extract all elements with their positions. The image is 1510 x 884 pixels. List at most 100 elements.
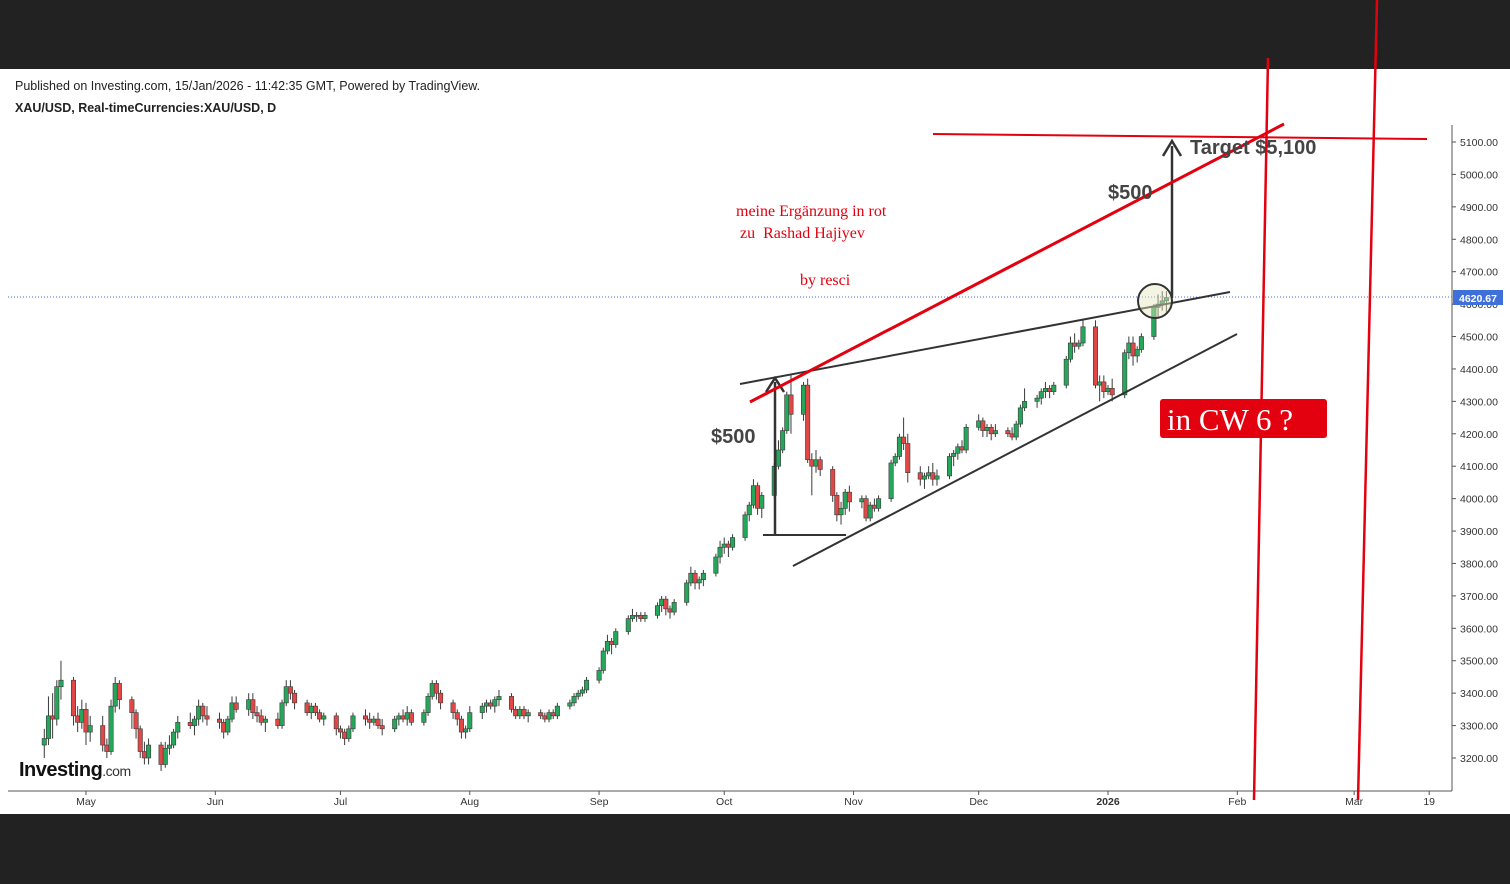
candle-body — [1101, 381, 1107, 392]
price-tick-label: 3700.00 — [1460, 591, 1498, 603]
candle-body — [321, 715, 327, 720]
candle-body — [525, 712, 531, 717]
price-tick-label: 3900.00 — [1460, 526, 1498, 538]
candle-body — [684, 582, 690, 603]
candle-body — [600, 650, 606, 671]
candle-body — [45, 715, 51, 739]
candle-body — [421, 712, 427, 723]
candle-body — [1051, 384, 1057, 392]
candle-body — [992, 430, 998, 435]
candle-body — [1151, 307, 1157, 337]
note-by: by resci — [800, 272, 851, 289]
lower-500-label: $500 — [711, 426, 756, 448]
candle-body — [287, 686, 293, 694]
candle-body — [717, 546, 723, 558]
candle-body — [250, 699, 256, 713]
note-line-1: meine Ergänzung in rot — [736, 203, 887, 220]
candle-body — [625, 618, 631, 632]
candle-body — [404, 712, 410, 720]
candle-body — [1017, 407, 1023, 425]
candle-body — [1126, 342, 1132, 354]
candle-body — [83, 709, 89, 733]
candle-body — [246, 699, 252, 710]
candle-body — [158, 744, 164, 765]
lower-support-line — [792, 333, 1238, 567]
candle-body — [813, 459, 819, 467]
candle-body — [133, 712, 139, 730]
candle-body — [867, 504, 873, 519]
candle-body — [876, 498, 882, 509]
symbol-title: XAU/USD, Real-timeCurrencies:XAU/USD, D — [15, 101, 277, 115]
candle-body — [1134, 349, 1140, 357]
candle-body — [87, 725, 93, 733]
candle-body — [809, 459, 815, 467]
upper-arrow-head — [1161, 138, 1183, 157]
target-label: Target $5,100 — [1190, 137, 1316, 159]
candle-body — [575, 692, 581, 697]
candle-body — [629, 615, 635, 619]
candle-body — [959, 446, 965, 451]
candle-body — [838, 508, 844, 516]
time-tick-label: Dec — [969, 796, 988, 808]
candle-body — [312, 705, 318, 713]
candle-body — [667, 608, 673, 613]
candle-body — [579, 689, 585, 694]
candle-body — [976, 420, 982, 428]
candle-body — [571, 696, 577, 704]
candle-body — [688, 572, 694, 584]
candle-body — [496, 696, 502, 700]
candle-body — [946, 456, 952, 477]
candle-body — [1009, 433, 1015, 438]
time-tick-label: Sep — [590, 796, 609, 808]
candle-body — [346, 728, 352, 739]
candle-body — [805, 384, 811, 461]
candle-body — [450, 702, 456, 713]
candle-body — [830, 469, 836, 496]
candle-body — [1038, 391, 1044, 399]
candle-body — [337, 728, 343, 733]
candle-body — [1109, 388, 1115, 396]
candle-body — [634, 615, 640, 617]
candle-body — [671, 602, 677, 613]
price-tick-label: 4900.00 — [1460, 202, 1498, 214]
candle-body — [54, 686, 60, 720]
candle-body — [333, 715, 339, 730]
candle-body — [584, 679, 590, 691]
candle-body — [759, 495, 765, 509]
candle-body — [1130, 342, 1136, 357]
candle-body — [775, 449, 781, 467]
red-rising-line — [749, 122, 1285, 404]
candle-body — [642, 615, 648, 619]
candle-body — [725, 543, 731, 548]
price-tick-label: 4800.00 — [1460, 234, 1498, 246]
cw-badge-text: in CW 6 ? — [1167, 402, 1293, 437]
candle-body — [175, 722, 181, 733]
candle-body — [513, 709, 519, 717]
time-tick-label: Jul — [334, 796, 347, 808]
candle-body — [166, 744, 172, 749]
candle-body — [567, 702, 573, 707]
last-price-tag — [1453, 290, 1503, 305]
candle-body — [550, 712, 556, 717]
candle-body — [896, 436, 902, 457]
candle-body — [191, 718, 197, 726]
candle-body — [70, 679, 76, 717]
candle-body — [905, 443, 911, 473]
candle-body — [1022, 401, 1028, 409]
candle-body — [613, 631, 619, 645]
candle-body — [483, 702, 489, 707]
price-tick-label: 4500.00 — [1460, 332, 1498, 344]
candle-body — [467, 712, 473, 730]
price-tick-label: 3400.00 — [1460, 688, 1498, 700]
candle-body — [692, 572, 698, 584]
candle-body — [146, 744, 152, 759]
candle-body — [79, 709, 85, 723]
candle-body — [258, 715, 264, 723]
candle-body — [659, 598, 665, 606]
candle-body — [663, 598, 669, 610]
candle-body — [746, 504, 752, 516]
candle-body — [755, 485, 761, 509]
candle-body — [367, 718, 373, 723]
candle-body — [137, 728, 143, 752]
